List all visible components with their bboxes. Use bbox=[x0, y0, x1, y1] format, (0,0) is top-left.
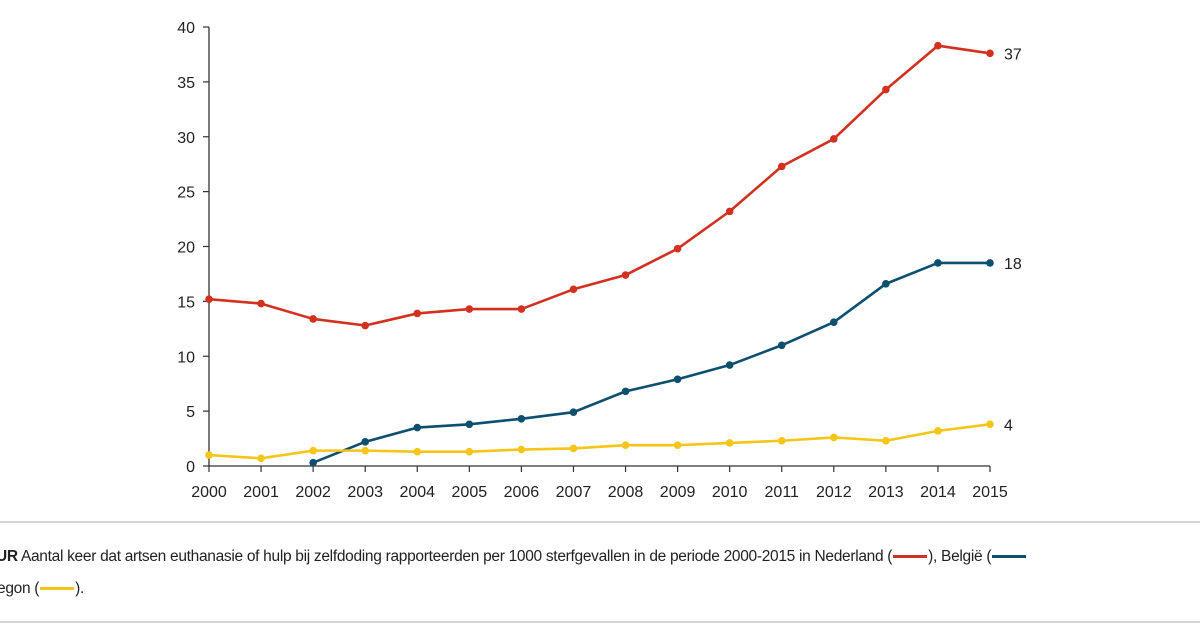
data-point-oregon bbox=[882, 436, 890, 445]
data-point-oregon bbox=[205, 451, 213, 459]
data-point-belgie bbox=[725, 361, 734, 369]
data-point-oregon bbox=[830, 433, 838, 442]
data-point-nederland bbox=[673, 244, 682, 253]
end-label-nederland: 37 bbox=[1004, 46, 1022, 63]
data-point-nederland bbox=[309, 315, 317, 323]
x-tick-label: 2010 bbox=[712, 484, 748, 501]
y-tick-label: 0 bbox=[186, 459, 195, 476]
data-point-nederland bbox=[517, 305, 526, 313]
end-label-oregon: 4 bbox=[1004, 417, 1013, 434]
legend-swatch-oregon bbox=[40, 587, 75, 591]
data-point-oregon bbox=[986, 420, 994, 429]
data-point-nederland bbox=[621, 271, 630, 279]
data-point-nederland bbox=[986, 49, 994, 58]
x-tick-label: 2013 bbox=[868, 484, 904, 501]
data-point-belgie bbox=[361, 438, 370, 446]
data-point-nederland bbox=[725, 207, 734, 216]
data-point-oregon bbox=[413, 447, 422, 456]
data-point-oregon bbox=[361, 446, 370, 455]
line-chart: 0 5 10 15 20 25 30 35 40 2000 2001 2002 2003 2004 2005… bbox=[177, 20, 1022, 501]
x-tick-label: 2014 bbox=[920, 484, 956, 501]
data-point-belgie bbox=[413, 423, 422, 432]
data-point-belgie bbox=[777, 341, 786, 350]
caption-label: UR bbox=[0, 548, 18, 565]
data-point-oregon bbox=[777, 436, 786, 445]
y-tick-label: 35 bbox=[177, 75, 195, 92]
data-point-nederland bbox=[882, 85, 890, 94]
data-point-belgie bbox=[309, 458, 317, 467]
data-point-nederland bbox=[205, 295, 213, 303]
data-point-nederland bbox=[569, 285, 578, 294]
data-point-oregon bbox=[257, 454, 265, 463]
data-point-belgie bbox=[517, 415, 526, 423]
x-tick-label: 2005 bbox=[452, 484, 488, 501]
data-point-nederland bbox=[257, 299, 265, 308]
data-point-oregon bbox=[934, 427, 942, 435]
end-label-belgie: 18 bbox=[1004, 256, 1022, 273]
x-tick-label: 2004 bbox=[399, 484, 435, 501]
caption-text-belgie: ), België ( bbox=[928, 548, 992, 565]
caption-bottom-divider bbox=[0, 621, 1200, 623]
data-point-oregon bbox=[517, 445, 526, 454]
data-point-belgie bbox=[673, 375, 682, 384]
x-tick-label: 2007 bbox=[556, 484, 592, 501]
data-point-oregon bbox=[309, 446, 317, 455]
data-point-oregon bbox=[569, 444, 578, 453]
y-tick-label: 30 bbox=[177, 130, 195, 147]
data-point-nederland bbox=[361, 321, 370, 330]
series-line-oregon bbox=[208, 423, 991, 460]
y-tick-label: 10 bbox=[177, 349, 195, 366]
series-oregon: 4 bbox=[205, 417, 1013, 463]
x-tick-label: 2000 bbox=[191, 484, 227, 501]
data-point-oregon bbox=[465, 447, 474, 456]
series-belgie: 18 bbox=[309, 256, 1022, 467]
data-point-nederland bbox=[777, 162, 786, 171]
data-point-nederland bbox=[934, 41, 942, 50]
x-tick-label: 2011 bbox=[765, 484, 800, 501]
data-point-belgie bbox=[934, 259, 942, 267]
caption-text-end: ). bbox=[75, 580, 85, 597]
y-tick-label: 5 bbox=[186, 404, 195, 421]
caption-top-divider bbox=[0, 521, 1200, 523]
axes: 0 5 10 15 20 25 30 35 40 2000 2001 2002 2003 2004 2005… bbox=[177, 20, 1008, 501]
y-tick-label: 25 bbox=[177, 185, 195, 202]
caption-text: Aantal keer dat artsen euthanasie of hul… bbox=[17, 548, 893, 565]
x-tick-label: 2012 bbox=[816, 484, 852, 501]
x-tick-label: 2008 bbox=[608, 484, 644, 501]
caption-text-oregon: egon ( bbox=[0, 580, 40, 597]
series-nederland: 37 bbox=[205, 41, 1022, 330]
series-group: 37 18 4 bbox=[205, 41, 1022, 467]
legend-swatch-belgie bbox=[992, 555, 1027, 559]
x-tick-label: 2002 bbox=[295, 484, 331, 501]
x-tick-label: 2003 bbox=[347, 484, 383, 501]
data-point-belgie bbox=[465, 420, 474, 429]
data-point-nederland bbox=[465, 305, 474, 313]
y-tick-label: 20 bbox=[177, 240, 195, 257]
data-point-oregon bbox=[673, 441, 682, 449]
data-point-belgie bbox=[621, 387, 630, 396]
legend-swatch-nederland bbox=[893, 555, 928, 559]
series-line-belgie bbox=[312, 261, 990, 464]
figure-caption-line-1: UR Aantal keer dat artsen euthanasie of … bbox=[0, 548, 1027, 566]
x-tick-label: 2006 bbox=[504, 484, 540, 501]
data-point-belgie bbox=[830, 318, 838, 327]
x-tick-label: 2009 bbox=[660, 484, 696, 501]
data-point-nederland bbox=[830, 135, 838, 143]
data-point-nederland bbox=[413, 309, 422, 318]
figure-caption-line-2: egon (). bbox=[0, 580, 84, 598]
data-point-oregon bbox=[725, 439, 734, 447]
data-point-belgie bbox=[882, 280, 890, 288]
x-tick-label: 2001 bbox=[243, 484, 279, 501]
x-tick-label: 2015 bbox=[972, 484, 1008, 501]
y-tick-label: 40 bbox=[177, 20, 195, 37]
data-point-oregon bbox=[621, 441, 630, 449]
data-point-belgie bbox=[569, 408, 578, 417]
series-line-nederland bbox=[208, 44, 991, 327]
data-point-belgie bbox=[986, 259, 994, 267]
y-tick-label: 15 bbox=[177, 294, 195, 311]
